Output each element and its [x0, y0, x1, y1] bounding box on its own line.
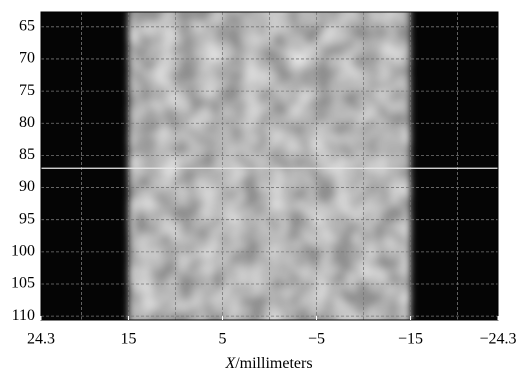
x-axis-unit: /millimeters — [235, 355, 312, 372]
y-tick-label: 75 — [19, 82, 35, 99]
chart: X/millimeters 65 70 75 80 85 90 95 100 105 110 24.… — [0, 0, 524, 377]
x-tick-label: −5 — [308, 331, 325, 348]
x-axis-label: X/millimeters — [224, 355, 312, 372]
x-tick-label: 24.3 — [27, 331, 55, 348]
x-tick-label: −15 — [398, 331, 423, 348]
y-tick-label: 90 — [19, 178, 35, 195]
y-tick-label: 105 — [11, 275, 35, 292]
y-tick-label: 65 — [19, 17, 35, 34]
y-tick-label: 110 — [12, 307, 35, 324]
x-tick-label: −24.3 — [479, 331, 516, 348]
y-tick-label: 85 — [19, 146, 35, 163]
x-tick-label: 5 — [218, 331, 226, 348]
y-tick-label: 70 — [19, 50, 35, 67]
y-tick-label: 95 — [19, 210, 35, 227]
x-tick-label: 15 — [120, 331, 136, 348]
y-tick-label: 80 — [19, 114, 35, 131]
y-tick-label: 100 — [11, 243, 35, 260]
